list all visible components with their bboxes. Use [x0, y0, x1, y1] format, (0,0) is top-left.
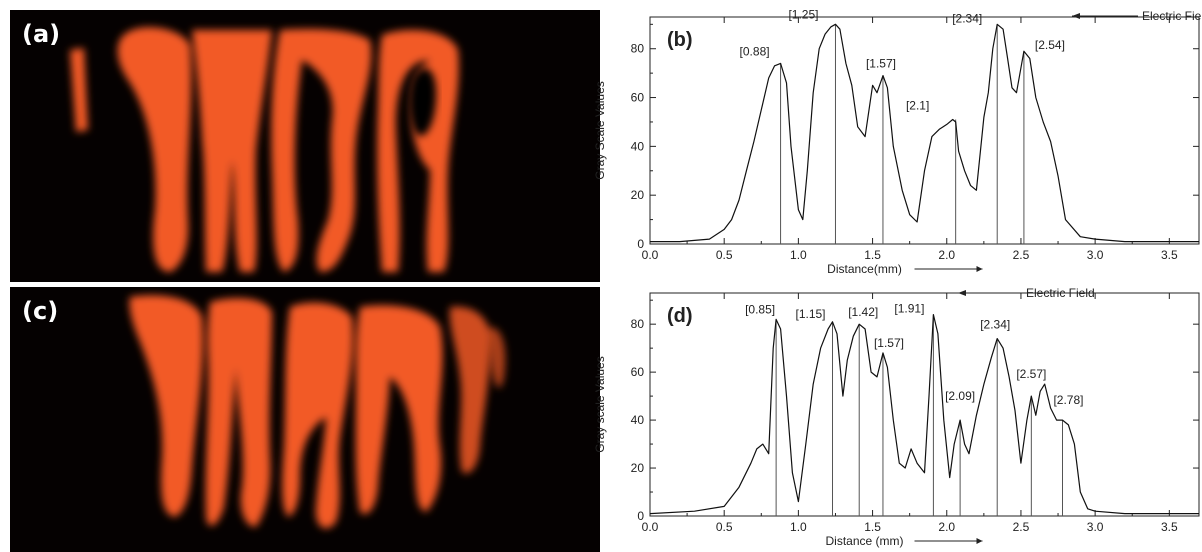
y-axis-label: Gray Scale Values: [593, 81, 607, 180]
peak-label: [2.34]: [980, 318, 1010, 332]
y-tick-label: 60: [631, 365, 645, 379]
y-axis-label: Gray scale Values: [593, 356, 607, 453]
chart-d: 0.0 0.5 1.0 1.5 2.0 2.5 3.0 3.5 0 20 40 60 80 Gray sc…: [590, 276, 1202, 552]
peak-label: [0.85]: [745, 302, 775, 316]
plot-frame: [649, 16, 1200, 245]
x-tick-label: 1.0: [790, 248, 807, 262]
x-tick-label: 3.0: [1087, 248, 1104, 262]
y-tick-label: 20: [631, 461, 645, 475]
peak-label: [2.78]: [1053, 393, 1083, 407]
x-axis-label: Distance (mm): [825, 534, 903, 548]
peak-label: [2.34]: [952, 11, 982, 25]
x-tick-label: 1.5: [864, 248, 881, 262]
x-tick-label: 2.5: [1013, 248, 1030, 262]
electric-field-arrowhead: [1072, 13, 1080, 19]
y-tick-label: 80: [631, 42, 645, 56]
x-tick-label: 3.5: [1161, 248, 1178, 262]
electric-field-label: Electric Field: [1142, 9, 1202, 23]
x-tick-label: 2.0: [938, 520, 955, 534]
panel-label: (d): [667, 305, 693, 327]
filament-image-a: [70, 27, 459, 273]
x-tick-label: 0.5: [716, 520, 733, 534]
peak-label: [2.1]: [906, 99, 929, 113]
x-tick-label: 2.0: [938, 248, 955, 262]
electric-field-label: Electric Field: [1026, 286, 1095, 300]
x-tick-label: 0.0: [642, 248, 659, 262]
electric-field-arrowhead: [958, 290, 966, 296]
y-tick-label: 80: [631, 317, 645, 331]
panel-label: (b): [667, 29, 693, 51]
peak-label: [1.42]: [848, 305, 878, 319]
y-tick-label: 40: [631, 139, 645, 153]
peak-label: [1.57]: [866, 57, 896, 71]
y-tick-label: 0: [637, 509, 644, 523]
x-tick-label: 3.0: [1087, 520, 1104, 534]
x-tick-label: 1.5: [864, 520, 881, 534]
x-tick-label: 2.5: [1013, 520, 1030, 534]
peak-label: [1.25]: [788, 7, 818, 21]
profile-curve: [649, 314, 1199, 515]
panel-label-a: (a): [22, 20, 61, 48]
x-axis-label: Distance(mm): [827, 262, 902, 276]
image-panel-c: (c): [10, 287, 600, 552]
x-tick-label: 0.0: [642, 520, 659, 534]
image-panel-a: (a): [10, 10, 600, 282]
y-tick-label: 20: [631, 188, 645, 202]
plot-frame: [649, 292, 1200, 517]
peak-label: [1.91]: [894, 302, 924, 316]
peak-label: [2.09]: [945, 389, 975, 403]
chart-b: 0.0 0.5 1.0 1.5 2.0 2.5 3.0 3.5 0 20 40 60 80 Gray Sc…: [590, 0, 1202, 276]
peak-label: [1.57]: [874, 336, 904, 350]
profile-chart-d: 0.0 0.5 1.0 1.5 2.0 2.5 3.0 3.5 0 20 40 60 80 Gray sc…: [593, 286, 1200, 548]
y-tick-label: 40: [631, 413, 645, 427]
peak-label: [1.15]: [795, 307, 825, 321]
x-tick-label: 1.0: [790, 520, 807, 534]
y-tick-label: 60: [631, 91, 645, 105]
peak-label: [2.54]: [1035, 38, 1065, 52]
y-tick-label: 0: [637, 237, 644, 251]
x-tick-label: 0.5: [716, 248, 733, 262]
peak-label: [2.57]: [1016, 367, 1046, 381]
x-axis-arrowhead: [976, 266, 983, 272]
peak-label: [0.88]: [740, 44, 770, 58]
x-axis-arrowhead: [976, 538, 983, 544]
profile-chart-b: 0.0 0.5 1.0 1.5 2.0 2.5 3.0 3.5 0 20 40 60 80 Gray Sc…: [593, 7, 1202, 276]
profile-curve: [650, 23, 1199, 243]
x-tick-label: 3.5: [1161, 520, 1178, 534]
panel-label-c: (c): [22, 297, 59, 325]
filament-image-c: [129, 295, 506, 529]
